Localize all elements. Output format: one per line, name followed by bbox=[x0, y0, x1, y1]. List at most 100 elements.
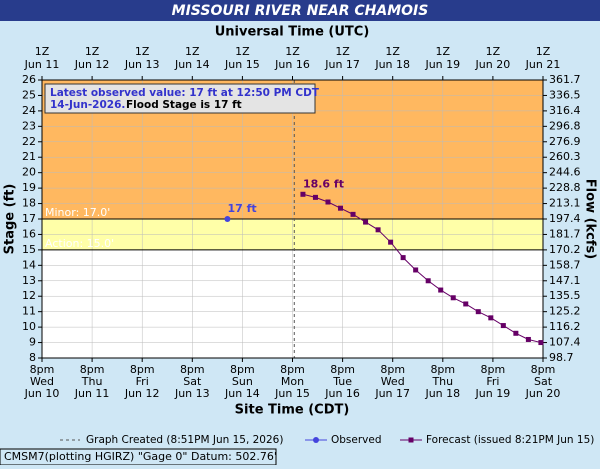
y-tick-label: 20 bbox=[22, 166, 36, 179]
plot-area: 8 98.7 9 107.4 10 116.2 11 125.2 12 135.5 13 147.1 1… bbox=[22, 45, 594, 446]
footer: CMSM7(plotting HGIRZ) "Gage 0" Datum: 50… bbox=[4, 450, 277, 463]
point bbox=[413, 267, 419, 273]
point bbox=[224, 216, 231, 222]
title-bar bbox=[0, 0, 600, 21]
top-x-tick-label: Jun 16 bbox=[274, 58, 310, 71]
x-tick-label: Jun 15 bbox=[274, 387, 310, 400]
point bbox=[500, 323, 506, 329]
threshold-label: Action: 15.0' bbox=[45, 237, 114, 250]
top-x-tick-label: 1Z bbox=[185, 45, 200, 58]
y2-tick-label: 260.3 bbox=[549, 150, 581, 163]
y-tick-label: 16 bbox=[22, 227, 36, 240]
x-tick-label: 8pm bbox=[130, 363, 155, 376]
y2-tick-label: 98.7 bbox=[549, 351, 574, 364]
top-x-tick-label: Jun 21 bbox=[525, 58, 561, 71]
info-date: 14-Jun-2026. bbox=[50, 99, 125, 111]
x-tick-label: Jun 20 bbox=[525, 387, 561, 400]
point bbox=[350, 211, 356, 217]
x-tick-label: Jun 10 bbox=[24, 387, 60, 400]
y2-tick-label: 361.7 bbox=[549, 73, 581, 86]
point bbox=[363, 219, 369, 225]
x-tick-label: Mon bbox=[281, 375, 304, 388]
x-tick-label: 8pm bbox=[230, 363, 255, 376]
point bbox=[513, 330, 519, 336]
info-line: Latest observed value: 17 ft at 12:50 PM… bbox=[50, 87, 320, 99]
threshold-label: Minor: 17.0' bbox=[45, 206, 110, 219]
point bbox=[425, 278, 431, 284]
x-tick-label: 8pm bbox=[30, 363, 55, 376]
top-x-tick-label: 1Z bbox=[385, 45, 400, 58]
y2-tick-label: 158.7 bbox=[549, 258, 581, 271]
value-label: 17 ft bbox=[227, 202, 256, 215]
x-tick-label: Fri bbox=[136, 375, 149, 388]
top-x-tick-label: 1Z bbox=[335, 45, 350, 58]
top-x-tick-label: Jun 15 bbox=[224, 58, 260, 71]
y-tick-label: 24 bbox=[22, 104, 36, 117]
x-tick-label: 8pm bbox=[531, 363, 556, 376]
x-tick-label: Jun 19 bbox=[475, 387, 511, 400]
y-tick-label: 17 bbox=[22, 212, 36, 225]
y-tick-label: 14 bbox=[22, 258, 36, 271]
top-x-tick-label: Jun 20 bbox=[475, 58, 511, 71]
y2-tick-label: 170.2 bbox=[549, 243, 581, 256]
legend-label: Graph Created (8:51PM Jun 15, 2026) bbox=[86, 434, 283, 446]
x-tick-label: 8pm bbox=[380, 363, 405, 376]
y-tick-label: 19 bbox=[22, 181, 36, 194]
y2-axis-title: Flow (kcfs) bbox=[583, 179, 598, 259]
x-tick-label: Fri bbox=[486, 375, 499, 388]
top-x-tick-label: 1Z bbox=[135, 45, 150, 58]
top-x-tick-label: 1Z bbox=[285, 45, 300, 58]
top-x-tick-label: 1Z bbox=[436, 45, 451, 58]
y-tick-label: 15 bbox=[22, 243, 36, 256]
y2-tick-label: 147.1 bbox=[549, 274, 581, 287]
legend-label: Observed bbox=[331, 434, 382, 446]
legend-label: Forecast (issued 8:21PM Jun 15) bbox=[426, 434, 594, 446]
point bbox=[463, 301, 469, 307]
x-tick-label: 8pm bbox=[481, 363, 506, 376]
top-x-tick-label: Jun 12 bbox=[74, 58, 110, 71]
point bbox=[525, 336, 531, 342]
top-x-tick-label: Jun 13 bbox=[124, 58, 160, 71]
x-tick-label: Jun 18 bbox=[424, 387, 460, 400]
y-tick-label: 23 bbox=[22, 119, 36, 132]
y-tick-label: 21 bbox=[22, 150, 36, 163]
x-tick-label: Sat bbox=[183, 375, 202, 388]
legend-marker bbox=[313, 437, 319, 443]
top-x-tick-label: Jun 19 bbox=[424, 58, 460, 71]
x-tick-label: Jun 17 bbox=[374, 387, 410, 400]
y2-tick-label: 107.4 bbox=[549, 336, 581, 349]
top-x-tick-label: Jun 18 bbox=[374, 58, 410, 71]
y2-tick-label: 125.2 bbox=[549, 305, 581, 318]
y2-tick-label: 296.8 bbox=[549, 119, 581, 132]
point bbox=[438, 287, 444, 293]
y2-tick-label: 336.5 bbox=[549, 88, 581, 101]
y2-tick-label: 213.1 bbox=[549, 197, 581, 210]
x-tick-label: Jun 13 bbox=[174, 387, 210, 400]
plot-frame bbox=[41, 79, 544, 359]
y-tick-label: 18 bbox=[22, 197, 36, 210]
x-tick-label: Wed bbox=[381, 375, 405, 388]
point bbox=[338, 205, 344, 211]
y-axis-title: Stage (ft) bbox=[3, 184, 18, 255]
legend-marker bbox=[408, 437, 414, 443]
y2-tick-label: 116.2 bbox=[549, 320, 581, 333]
top-x-tick-label: 1Z bbox=[235, 45, 250, 58]
x-tick-label: Jun 16 bbox=[324, 387, 360, 400]
x-tick-label: Thu bbox=[81, 375, 103, 388]
top-x-tick-label: 1Z bbox=[486, 45, 501, 58]
x-tick-label: Sat bbox=[534, 375, 553, 388]
top-x-tick-label: 1Z bbox=[536, 45, 551, 58]
y2-tick-label: 135.5 bbox=[549, 289, 581, 302]
x-tick-label: Sun bbox=[232, 375, 253, 388]
point bbox=[388, 239, 394, 245]
top-x-tick-label: Jun 14 bbox=[174, 58, 210, 71]
top-x-tick-label: 1Z bbox=[85, 45, 100, 58]
top-x-tick-label: 1Z bbox=[35, 45, 50, 58]
point bbox=[325, 199, 331, 205]
y-tick-label: 11 bbox=[22, 305, 36, 318]
y-tick-label: 25 bbox=[22, 88, 36, 101]
point bbox=[475, 309, 481, 315]
info-flood: Flood Stage is 17 ft bbox=[126, 99, 242, 111]
